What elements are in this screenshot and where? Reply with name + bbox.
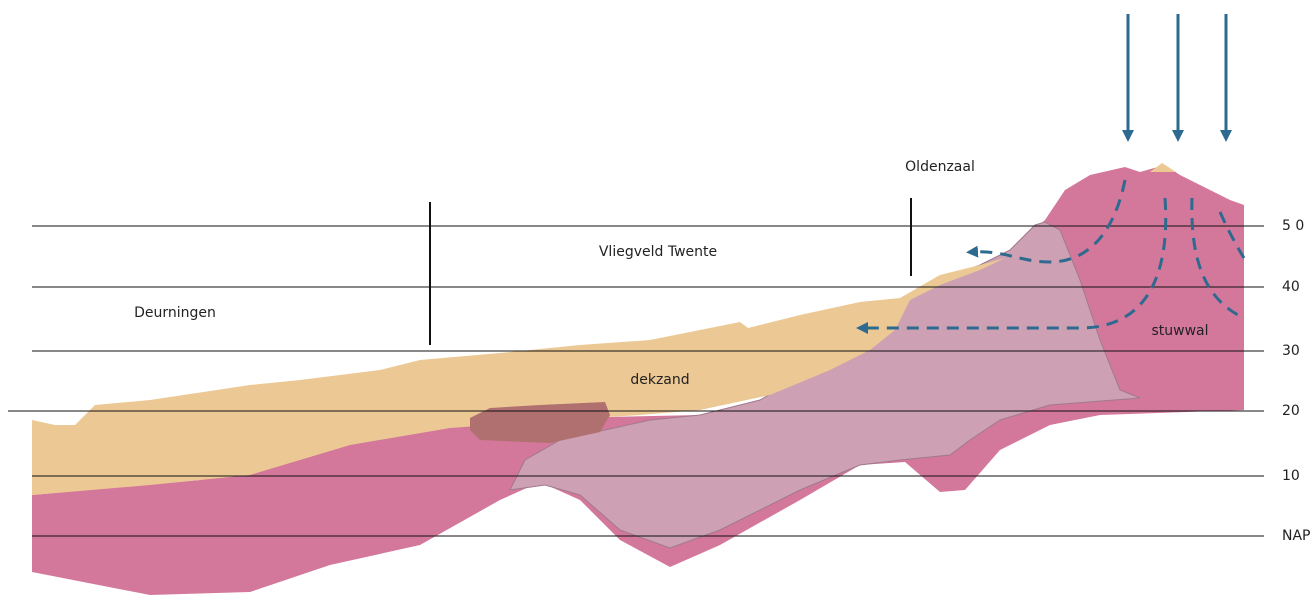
elevation-label: 5 0 xyxy=(1282,218,1304,234)
sand-cap xyxy=(1150,163,1176,172)
cross-section: Oldenzaal Vliegveld Twente Deurningen de… xyxy=(0,0,1316,596)
place-label: Vliegveld Twente xyxy=(599,244,717,260)
elevation-label: 30 xyxy=(1282,343,1300,359)
elevation-label: NAP xyxy=(1282,528,1311,544)
elevation-label: 20 xyxy=(1282,403,1300,419)
layer-label: stuwwal xyxy=(1151,323,1208,339)
layer-label: dekzand xyxy=(630,372,689,388)
place-label: Oldenzaal xyxy=(905,159,975,175)
elevation-label: 10 xyxy=(1282,468,1300,484)
place-label: Deurningen xyxy=(134,305,216,321)
elevation-label: 40 xyxy=(1282,279,1300,295)
